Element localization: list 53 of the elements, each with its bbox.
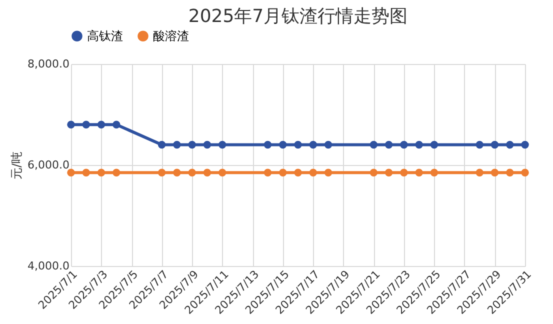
point — [521, 140, 529, 149]
point — [112, 120, 120, 128]
point — [67, 120, 75, 128]
legend-label: 酸溶渣 — [153, 29, 189, 44]
point — [370, 168, 378, 176]
point — [506, 168, 514, 176]
point — [384, 168, 393, 176]
point — [430, 140, 438, 149]
point — [218, 168, 226, 176]
point — [521, 168, 529, 176]
point — [278, 140, 287, 149]
point — [490, 168, 499, 176]
point — [158, 140, 166, 149]
point — [490, 140, 499, 149]
point — [278, 168, 287, 176]
point — [82, 120, 90, 128]
point — [324, 168, 332, 176]
point — [97, 120, 106, 128]
point — [173, 168, 181, 176]
point — [158, 168, 166, 176]
point — [203, 168, 212, 176]
y-tick-label: 6,000.0 — [28, 158, 70, 172]
point — [476, 140, 484, 149]
point — [309, 168, 318, 176]
y-tick-label: 4,000.0 — [28, 260, 70, 272]
point — [294, 168, 302, 176]
chart-title: 2025年7月钛渣行情走势图 — [188, 6, 408, 27]
point — [112, 168, 120, 176]
point — [218, 140, 226, 149]
point — [82, 168, 90, 176]
point — [203, 140, 212, 149]
point — [415, 140, 423, 149]
point — [188, 168, 196, 176]
point — [415, 168, 423, 176]
point — [430, 168, 438, 176]
point — [400, 140, 408, 149]
point — [370, 140, 378, 149]
point — [294, 140, 302, 149]
point — [173, 140, 181, 149]
legend-label: 高钛渣 — [87, 29, 123, 44]
point — [506, 140, 514, 149]
point — [264, 168, 272, 176]
point — [67, 168, 75, 176]
point — [476, 168, 484, 176]
y-tick-label: 8,000.0 — [28, 58, 70, 70]
point — [188, 140, 196, 149]
point — [324, 140, 332, 149]
point — [384, 140, 393, 149]
y-axis-title: 元/吨 — [10, 151, 24, 180]
point — [264, 140, 272, 149]
point — [97, 168, 106, 176]
point — [309, 140, 318, 149]
point — [400, 168, 408, 176]
